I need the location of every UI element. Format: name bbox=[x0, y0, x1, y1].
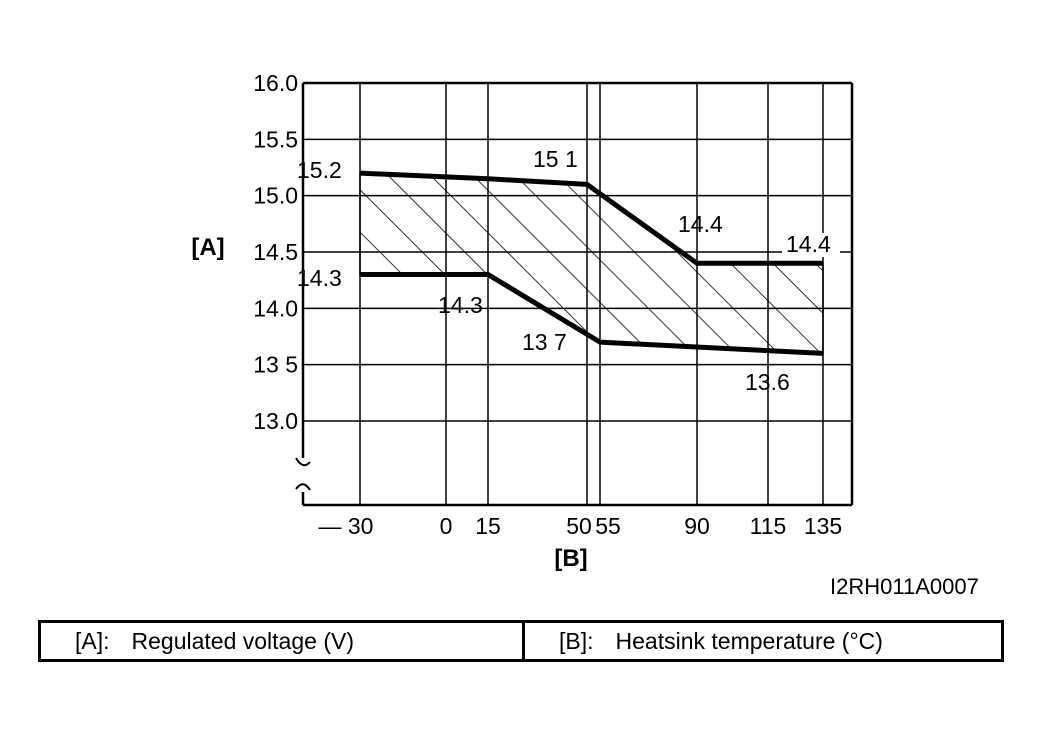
y-tick-label: 13.0 bbox=[253, 408, 298, 434]
x-tick-label: 50 bbox=[566, 513, 592, 539]
value-label: 15.2 bbox=[297, 157, 342, 183]
value-label: 13 7 bbox=[522, 329, 567, 355]
data-annotations: 15.2 15 1 14.4 14.4 14.3 14.3 13 7 13.6 bbox=[297, 146, 840, 395]
axis-break-mark bbox=[295, 457, 311, 491]
value-label: 14.3 bbox=[438, 292, 483, 318]
label-background bbox=[782, 233, 840, 257]
x-axis-label: [B] bbox=[554, 545, 587, 572]
x-tick-label: 15 bbox=[475, 513, 501, 539]
value-label: 13.6 bbox=[745, 369, 790, 395]
y-tick-label: 13 5 bbox=[253, 352, 298, 378]
x-tick-label: 135 bbox=[804, 513, 842, 539]
tick-labels: 13.0 13 5 14.0 14.5 15.0 15.5 16.0 — 30 0 15 50 55 9… bbox=[253, 70, 842, 539]
value-label: 14.4 bbox=[678, 211, 723, 237]
plot-frame bbox=[295, 81, 854, 507]
x-tick-label: — 30 bbox=[319, 513, 374, 539]
x-tick-label: 115 bbox=[750, 513, 787, 539]
value-label: 14.4 bbox=[786, 231, 831, 257]
legend-cell-b: [B]: Heatsink temperature (°C) bbox=[525, 623, 1001, 659]
value-label: 14.3 bbox=[297, 265, 342, 291]
value-label: 15 1 bbox=[533, 146, 578, 172]
x-tick-label: 0 bbox=[440, 513, 453, 539]
legend-key-a: [A]: bbox=[75, 627, 110, 654]
legend-key-b: [B]: bbox=[559, 627, 594, 654]
legend-text-b: Heatsink temperature (°C) bbox=[615, 627, 883, 654]
legend-cell-a: [A]: Regulated voltage (V) bbox=[41, 623, 525, 659]
y-tick-label: 16.0 bbox=[253, 70, 298, 96]
y-tick-label: 14.5 bbox=[253, 239, 298, 265]
y-axis-label: [A] bbox=[191, 234, 224, 261]
upper-limit-line bbox=[359, 170, 823, 266]
y-tick-label: 15.0 bbox=[253, 183, 298, 209]
lower-limit-line bbox=[360, 272, 824, 356]
x-tick-label: 55 bbox=[595, 513, 621, 539]
y-tick-label: 15.5 bbox=[253, 126, 298, 152]
series-lines bbox=[359, 170, 824, 356]
figure-code: I2RH011A0007 bbox=[830, 574, 979, 599]
legend-text-a: Regulated voltage (V) bbox=[131, 627, 354, 654]
x-tick-label: 90 bbox=[684, 513, 710, 539]
legend-table: [A]: Regulated voltage (V) [B]: Heatsink… bbox=[38, 620, 1004, 662]
y-tick-label: 14.0 bbox=[253, 295, 298, 321]
